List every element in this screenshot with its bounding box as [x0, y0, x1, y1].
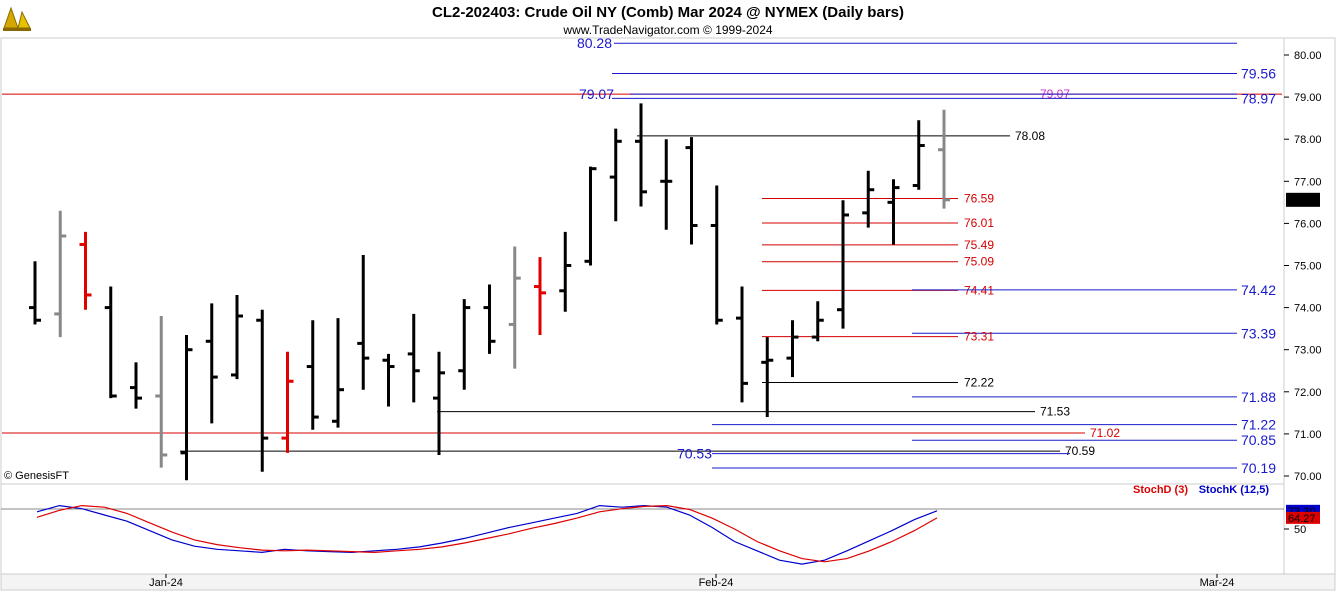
- ohlc-bar: [155, 316, 168, 468]
- price-tick-label: 75.00: [1294, 261, 1322, 273]
- time-tick-label: Mar-24: [1200, 577, 1235, 589]
- level-label: 70.85: [1241, 432, 1276, 448]
- level-label: 75.49: [964, 238, 994, 252]
- ohlc-bar: [862, 170, 875, 228]
- price-tick-label: 77.00: [1294, 176, 1322, 188]
- chart-subtitle: www.TradeNavigator.com © 1999-2024: [562, 23, 772, 37]
- stoch-pane: [0, 483, 1285, 575]
- stochk-legend: StochK (12,5): [1199, 484, 1270, 496]
- level-label: 70.53: [677, 446, 712, 462]
- ohlc-bar: [29, 261, 41, 325]
- ohlc-bar: [584, 166, 597, 266]
- price-tick-label: 72.00: [1294, 387, 1322, 399]
- price-tick-label: 76.00: [1294, 218, 1322, 230]
- ohlc-bar: [685, 137, 698, 245]
- level-label: 71.53: [1040, 405, 1070, 419]
- ohlc-bar: [180, 334, 193, 481]
- ohlc-bar: [710, 185, 723, 325]
- ohlc-bar: [130, 362, 142, 409]
- level-label: 79.07: [579, 86, 614, 102]
- price-tick-label: 70.00: [1294, 471, 1322, 483]
- ohlc-bar: [433, 351, 445, 455]
- chart-title: CL2-202403: Crude Oil NY (Comb) Mar 2024…: [432, 4, 904, 21]
- level-label: 73.39: [1241, 325, 1276, 341]
- ohlc-bar: [559, 231, 572, 312]
- ohlc-bar: [887, 179, 900, 245]
- price-tick-label: 74.00: [1294, 303, 1322, 315]
- ohlc-bar: [281, 351, 294, 453]
- stochd-legend: StochD (3): [1133, 484, 1188, 496]
- ohlc-bar: [407, 313, 420, 403]
- ohlc-bar: [332, 318, 344, 428]
- level-label: 78.97: [1241, 90, 1276, 106]
- ohlc-bar: [736, 286, 748, 403]
- stochd-value: 64.27: [1288, 513, 1316, 525]
- logo-icon: [3, 6, 31, 31]
- price-bars: [29, 103, 950, 481]
- ohlc-bar: [508, 246, 521, 369]
- ohlc-bar: [79, 231, 92, 310]
- stochd-line: [36, 504, 938, 563]
- time-axis-ticks: Jan-24 Feb-24 Mar-24: [149, 574, 1234, 589]
- watermark: © GenesisFT: [4, 470, 69, 482]
- time-axis: [0, 573, 1336, 591]
- ohlc-bar: [660, 139, 673, 230]
- level-label: 80.28: [577, 35, 612, 51]
- level-label: 78.08: [1015, 129, 1045, 143]
- stoch-tick-label: 50: [1294, 524, 1306, 536]
- ohlc-bar: [256, 309, 269, 472]
- ohlc-bar: [104, 286, 117, 399]
- ohlc-bar: [912, 120, 925, 190]
- ohlc-bar: [231, 294, 243, 380]
- ohlc-bar: [938, 109, 950, 209]
- price-tick-label: 73.00: [1294, 345, 1322, 357]
- level-label: 70.59: [1065, 444, 1095, 458]
- time-tick-label: Feb-24: [699, 577, 734, 589]
- ohlc-bar: [811, 301, 824, 342]
- level-label: 74.42: [1241, 282, 1276, 298]
- level-label: 70.19: [1241, 460, 1276, 476]
- ohlc-bar: [534, 257, 546, 335]
- last-price-label: 76.56: [1288, 195, 1316, 207]
- price-tick-label: 80.00: [1294, 50, 1322, 62]
- ohlc-bar: [306, 320, 319, 430]
- level-label: 72.22: [964, 376, 994, 390]
- price-tick-label: 71.00: [1294, 429, 1322, 441]
- price-axis-ticks: 80.00 79.00 78.00 77.00 76.00 75.00 74.00 73.00…: [1284, 50, 1322, 483]
- ohlc-bar: [761, 337, 774, 418]
- time-tick-label: Jan-24: [149, 577, 183, 589]
- stochd-value-box: [1286, 511, 1320, 524]
- level-label: 76.59: [964, 192, 994, 206]
- price-tick-label: 79.00: [1294, 92, 1322, 104]
- ohlc-bar: [357, 254, 370, 390]
- stochk-line: [36, 504, 938, 565]
- level-label: 76.01: [964, 216, 994, 230]
- level-label: 71.88: [1241, 389, 1276, 405]
- level-label: 71.02: [1090, 426, 1120, 440]
- ohlc-bar: [382, 353, 395, 407]
- ohlc-bar: [635, 103, 647, 207]
- level-label: 75.09: [964, 255, 994, 269]
- ohlc-bar: [609, 128, 622, 222]
- ohlc-bar: [837, 200, 849, 329]
- ohlc-bar: [54, 210, 67, 338]
- ohlc-bar: [483, 284, 496, 354]
- level-label: 73.31: [964, 330, 994, 344]
- ohlc-bar: [205, 303, 218, 424]
- price-tick-label: 78.00: [1294, 134, 1322, 146]
- ohlc-bar: [786, 320, 799, 378]
- ohlc-bar: [458, 299, 471, 390]
- level-label: 79.56: [1241, 66, 1276, 82]
- level-label: 71.22: [1241, 417, 1276, 433]
- last-price-box: [1286, 192, 1320, 207]
